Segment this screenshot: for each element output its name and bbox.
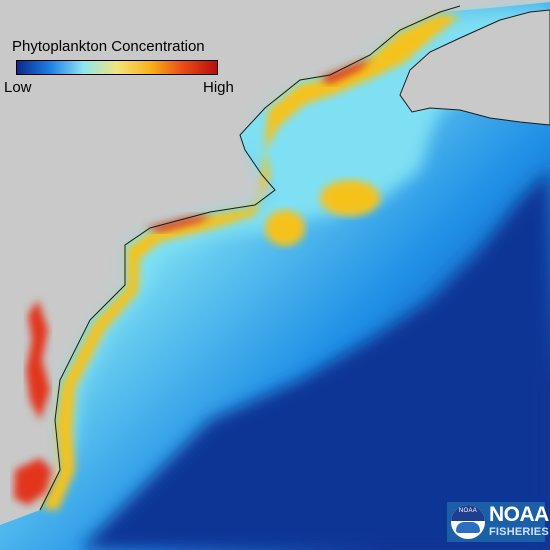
noaa-fisheries-logo: NOAA NOAA FISHERIES [447, 502, 549, 542]
nova-scotia-land [399, 9, 550, 126]
logo-name: NOAA [489, 503, 549, 526]
noaa-seal-text: NOAA [458, 508, 478, 514]
nantucket-shoals-bloom [265, 210, 305, 246]
gulf-of-maine-coast-bloom [320, 58, 372, 84]
long-island-sound-bloom [145, 214, 212, 232]
deep-ocean-area [80, 170, 550, 550]
legend-high-label: High [203, 79, 234, 96]
chesapeake-bay-bloom [26, 300, 50, 420]
us-coastline [39, 5, 461, 511]
legend-title: Phytoplankton Concentration [12, 38, 205, 55]
noaa-seal-icon: NOAA [451, 505, 485, 539]
shelf-water [44, 10, 550, 508]
pamlico-sound-bloom [14, 458, 52, 505]
georges-bank-bloom [320, 180, 380, 216]
noaa-seal-sky [451, 505, 485, 521]
legend-low-label: Low [4, 79, 32, 96]
noaa-seal-wave [456, 522, 480, 533]
logo-subtitle: FISHERIES [489, 526, 549, 538]
legend-color-ramp [16, 60, 218, 75]
